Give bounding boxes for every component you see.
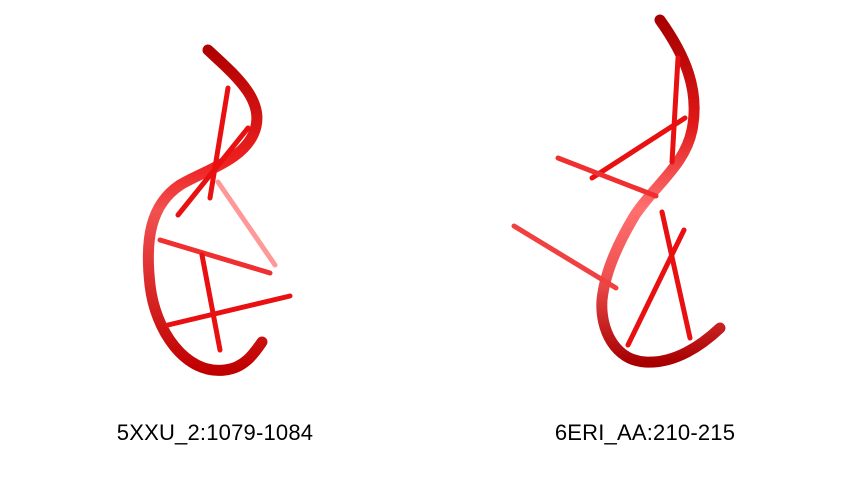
base-stick xyxy=(511,223,619,291)
base-stick xyxy=(625,227,687,348)
rna-structure-image-left xyxy=(142,44,293,376)
base-stick xyxy=(207,85,231,201)
base-stick xyxy=(669,55,681,165)
rna-structure-image-right xyxy=(511,14,726,368)
structure-label: 6ERI_AA:210-215 xyxy=(554,420,736,445)
base-stick xyxy=(157,237,273,276)
structure-label: 5XXU_2:1079-1084 xyxy=(116,420,314,445)
base-stick xyxy=(175,125,251,218)
base-stick xyxy=(199,252,223,353)
base-stick xyxy=(165,293,293,328)
backbone-tube xyxy=(596,14,726,368)
base-stick xyxy=(589,115,688,181)
structure-panel-left: 5XXU_2:1079-1084 xyxy=(116,44,314,445)
base-stick xyxy=(659,209,693,341)
base-stick xyxy=(555,155,659,199)
structure-panel-right: 6ERI_AA:210-215 xyxy=(430,0,860,480)
backbone-tube xyxy=(142,44,268,376)
base-stick xyxy=(215,179,278,268)
